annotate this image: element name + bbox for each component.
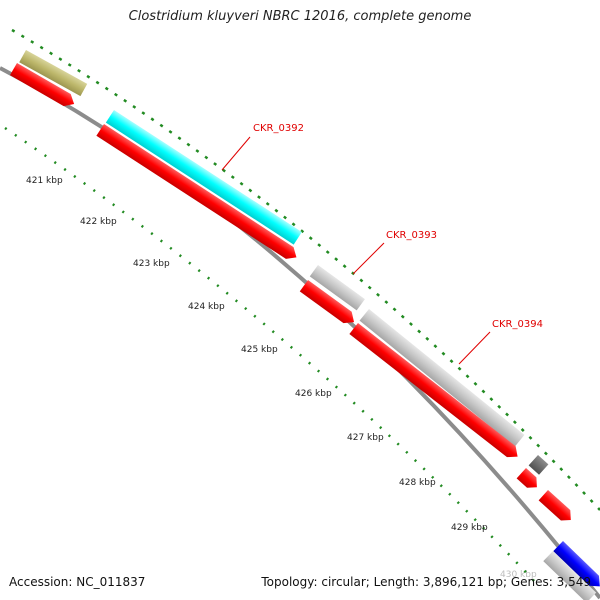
cds-arrow-small <box>516 468 537 488</box>
map-title: Clostridium kluyveri NBRC 12016, complet… <box>128 9 472 24</box>
cds-arrow-ckr-0393 <box>299 280 355 324</box>
feature-gray-ckr-0393 <box>309 265 365 311</box>
callout-ckr-0393 <box>352 242 385 275</box>
feature-gray-ckr-0394 <box>359 309 525 447</box>
tick-label-429: 429 kbp <box>451 523 488 533</box>
tick-label-422: 422 kbp <box>80 217 117 227</box>
tick-label-421: 421 kbp <box>26 176 63 186</box>
tick-label-430: 430 kbp <box>500 570 537 580</box>
gene-label-ckr-0394: CKR_0394 <box>492 319 543 330</box>
cds-arrow-ckr-0394 <box>349 323 518 458</box>
feature-dark <box>528 455 549 475</box>
feature-cyan <box>105 110 302 245</box>
accession-text: Accession: NC_011837 <box>9 575 146 589</box>
feature-blue <box>553 541 600 587</box>
feature-gray-bottom <box>543 551 597 600</box>
tick-label-428: 428 kbp <box>399 478 436 488</box>
callout-ckr-0394 <box>458 331 491 365</box>
gene-label-ckr-0393: CKR_0393 <box>386 230 437 241</box>
genome-summary-text: Topology: circular; Length: 3,896,121 bp… <box>261 575 591 589</box>
tick-label-427: 427 kbp <box>347 433 384 443</box>
cds-arrow-right-edge <box>538 490 571 521</box>
tick-label-425: 425 kbp <box>241 345 278 355</box>
tick-label-423: 423 kbp <box>133 259 170 269</box>
callout-ckr-0392 <box>221 136 251 171</box>
cds-arrow-ckr-0392 <box>96 124 297 259</box>
tick-line-inner <box>4 126 536 583</box>
tick-label-424: 424 kbp <box>188 302 225 312</box>
genome-backbone <box>0 66 600 600</box>
gene-label-ckr-0392: CKR_0392 <box>253 123 304 134</box>
feature-olive <box>19 50 88 97</box>
tick-label-426: 426 kbp <box>295 389 332 399</box>
cds-arrow-1 <box>10 63 75 107</box>
